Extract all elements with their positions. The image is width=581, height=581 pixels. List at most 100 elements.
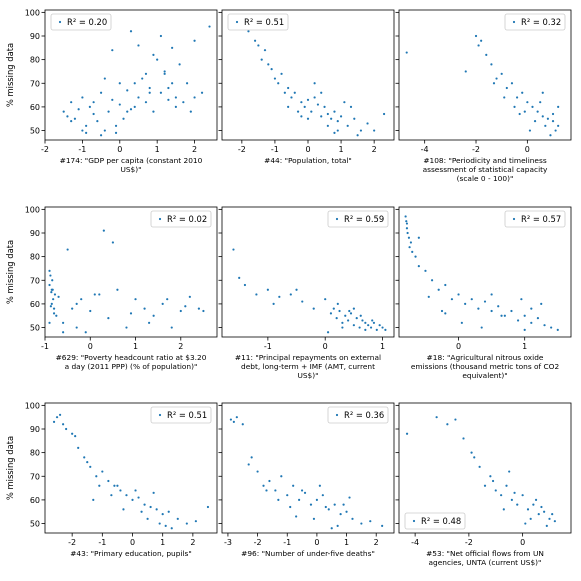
data-point xyxy=(176,517,179,520)
data-point xyxy=(92,498,95,502)
y-tick-label: 60 xyxy=(30,496,40,505)
data-point xyxy=(84,331,87,334)
data-point xyxy=(303,491,307,494)
data-point xyxy=(126,110,129,113)
data-point xyxy=(533,119,537,123)
x-axis-label: #53: "Net official flows from UN xyxy=(426,549,544,558)
data-point xyxy=(513,491,516,494)
x-axis-label: #43: "Primary education, pupils" xyxy=(70,549,192,558)
data-point xyxy=(229,418,232,421)
data-point xyxy=(427,295,430,298)
data-point xyxy=(324,505,327,509)
plot-frame xyxy=(44,206,218,338)
y-tick-label: 80 xyxy=(30,253,40,262)
data-point xyxy=(129,312,133,315)
data-point xyxy=(55,416,59,419)
x-tick-label: 1 xyxy=(155,145,160,154)
data-point xyxy=(508,470,511,473)
data-point xyxy=(457,293,460,296)
data-point xyxy=(178,63,181,66)
data-point xyxy=(414,255,417,258)
data-point xyxy=(367,324,370,327)
data-point xyxy=(529,517,532,520)
plot-frame xyxy=(221,206,395,338)
data-point xyxy=(126,89,129,92)
data-point xyxy=(440,309,444,313)
data-point xyxy=(171,82,174,85)
data-point xyxy=(134,489,137,492)
data-point xyxy=(551,119,555,123)
data-point xyxy=(490,63,493,66)
data-point xyxy=(137,96,140,99)
data-point xyxy=(464,70,467,73)
data-point xyxy=(71,307,74,310)
data-point xyxy=(66,115,69,118)
data-point xyxy=(404,215,407,218)
data-point xyxy=(263,49,267,52)
data-point xyxy=(66,248,69,251)
legend-box xyxy=(150,406,212,424)
data-point xyxy=(332,307,335,310)
data-point xyxy=(532,503,535,506)
data-point xyxy=(384,328,387,332)
data-point xyxy=(556,328,559,332)
x-tick-label: 0 xyxy=(456,342,461,351)
data-point xyxy=(107,316,110,320)
data-point xyxy=(53,293,57,296)
data-point xyxy=(324,298,327,301)
data-point xyxy=(197,307,200,310)
data-point xyxy=(313,82,316,85)
data-point xyxy=(333,110,336,113)
x-axis-label: assessment of statistical capacity xyxy=(423,165,548,174)
data-point xyxy=(485,53,488,57)
data-point xyxy=(316,103,320,106)
data-point xyxy=(119,489,122,492)
data-point xyxy=(52,312,56,315)
data-point xyxy=(502,508,505,511)
data-point xyxy=(50,290,53,294)
data-point xyxy=(164,524,167,528)
data-point xyxy=(295,288,298,291)
data-point xyxy=(86,460,89,464)
data-point xyxy=(369,520,372,523)
data-point xyxy=(107,110,110,113)
legend-marker xyxy=(158,217,162,221)
data-point xyxy=(343,101,346,104)
data-point xyxy=(528,129,532,132)
data-point xyxy=(301,300,304,303)
data-point xyxy=(73,117,77,120)
data-point xyxy=(103,129,106,132)
data-point xyxy=(70,101,73,104)
data-point xyxy=(543,510,546,513)
data-point xyxy=(274,489,277,492)
data-point xyxy=(359,129,363,132)
data-point xyxy=(149,505,152,509)
data-point xyxy=(327,508,330,511)
y-tick-label: 70 xyxy=(30,472,40,481)
data-point xyxy=(93,293,96,296)
data-point xyxy=(405,51,408,54)
data-point xyxy=(278,295,281,298)
data-point xyxy=(480,39,483,42)
data-point xyxy=(356,134,359,137)
legend: R² = 0.57 xyxy=(504,210,566,228)
data-point xyxy=(62,110,65,113)
data-point xyxy=(424,269,427,272)
data-point xyxy=(554,129,557,132)
data-point xyxy=(88,105,91,109)
data-point xyxy=(355,316,358,320)
data-point xyxy=(141,77,144,80)
data-point xyxy=(348,496,351,499)
data-point xyxy=(474,34,478,38)
data-point xyxy=(189,110,192,113)
data-point xyxy=(293,91,296,94)
data-point xyxy=(495,77,498,80)
data-point xyxy=(361,319,364,322)
x-tick-label: 2 xyxy=(192,145,197,154)
data-point xyxy=(492,82,496,85)
x-tick-label: 1 xyxy=(160,538,165,547)
data-point xyxy=(92,101,95,104)
x-axis-label: #108: "Periodicity and timeliness xyxy=(423,156,547,165)
data-point xyxy=(339,512,342,516)
data-point xyxy=(98,293,101,296)
